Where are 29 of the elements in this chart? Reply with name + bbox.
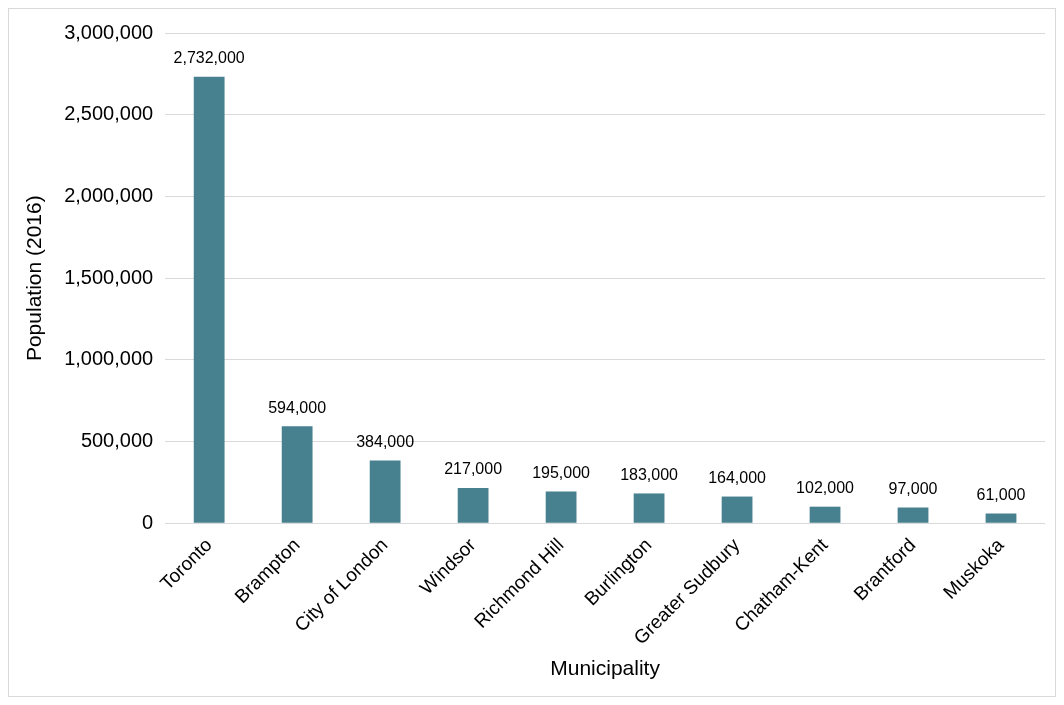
data-label: 97,000: [888, 479, 938, 497]
data-label: 384,000: [356, 433, 415, 450]
data-label: 183,000: [620, 465, 679, 483]
data-label: 217,000: [444, 460, 503, 478]
data-label: 195,000: [532, 463, 591, 481]
bar: [193, 76, 225, 523]
y-tick-label: 1,000,000: [64, 347, 154, 370]
bar: [545, 491, 577, 523]
data-label: 164,000: [708, 468, 767, 486]
bar: [809, 506, 841, 523]
data-label: 102,000: [796, 479, 855, 497]
x-axis-title: Municipality: [550, 656, 661, 680]
y-tick-label: 2,500,000: [64, 102, 154, 125]
bar: [457, 487, 489, 523]
data-label: 61,000: [976, 485, 1026, 503]
bar: [897, 507, 929, 523]
y-tick-label: 2,000,000: [64, 183, 154, 206]
data-label: 594,000: [268, 398, 327, 416]
bar: [721, 496, 753, 523]
bar: [369, 460, 401, 523]
y-axis-title: Population (2016): [22, 195, 46, 362]
y-tick-label: 0: [142, 510, 154, 533]
data-label: 2,732,000: [173, 49, 245, 67]
bar: [281, 426, 313, 523]
bar: [985, 513, 1017, 523]
y-tick-label: 3,000,000: [64, 20, 154, 43]
y-tick-label: 1,500,000: [64, 265, 154, 288]
bar: [633, 493, 665, 523]
y-tick-label: 500,000: [80, 429, 154, 452]
